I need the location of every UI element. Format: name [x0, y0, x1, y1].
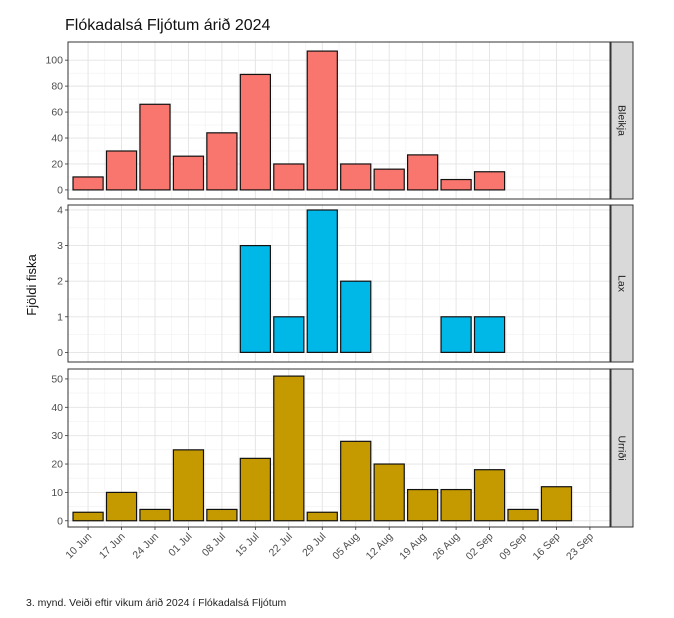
bar-lax-5: [239, 244, 272, 353]
facet-strip-label: Urriði: [616, 435, 628, 460]
y-tick-label: 1: [57, 311, 63, 323]
panel-border: [67, 41, 611, 200]
y-tick-label: 10: [51, 487, 63, 499]
facet-strip: [610, 41, 634, 200]
y-tick-label: 3: [57, 240, 63, 252]
x-tick-label: 24 Jun: [130, 531, 161, 562]
y-tick-label: 40: [51, 133, 63, 145]
bar-bleikja-0: [72, 176, 104, 191]
y-tick-label: 20: [51, 459, 63, 471]
y-tick-label: 40: [51, 402, 63, 414]
bar-urriði-9: [373, 463, 405, 522]
y-tick-label: 50: [51, 373, 63, 385]
bar-bleikja-6: [273, 163, 305, 191]
bar-bleikja-9: [373, 168, 405, 191]
bar-bleikja-12: [473, 171, 506, 191]
x-tick-label: 16 Sep: [531, 531, 563, 563]
bar-lax-7: [306, 209, 338, 353]
bar-urriði-5: [239, 457, 272, 522]
panel-0: 0 20 40 60 80 100 Bleikja: [45, 41, 634, 200]
bar-urriði-1: [105, 491, 138, 522]
x-tick-label: 09 Sep: [497, 531, 529, 563]
bar-urriði-3: [172, 449, 205, 522]
facet-strip-label: Bleikja: [616, 105, 628, 136]
figure-caption: 3. mynd. Veiði eftir vikum árið 2024 í F…: [26, 597, 287, 609]
y-tick-label: 100: [45, 55, 63, 67]
bar-lax-12: [473, 316, 506, 353]
bar-bleikja-2: [139, 103, 171, 191]
y-tick-label: 60: [51, 107, 63, 119]
bar-bleikja-5: [239, 73, 272, 191]
panel-2: 0 10 20 30 40 50 Urriði: [51, 368, 634, 528]
panel-border: [67, 204, 611, 363]
bar-urriði-10: [406, 488, 439, 522]
bar-urriði-11: [440, 488, 472, 522]
bar-lax-6: [273, 316, 305, 353]
faceted-bar-chart: Flókadalsá Fljótum árið 2024 Fjöldi fisk…: [24, 17, 634, 563]
bar-urriði-4: [206, 508, 238, 522]
bar-bleikja-1: [105, 150, 138, 191]
x-tick-label: 12 Aug: [364, 531, 396, 563]
chart-title: Flókadalsá Fljótum árið 2024: [65, 17, 271, 34]
bar-lax-8: [340, 280, 372, 353]
y-tick-label: 2: [57, 276, 63, 288]
facet-strip: [610, 368, 634, 528]
bar-urriði-12: [473, 469, 506, 522]
y-tick-label: 0: [57, 515, 63, 527]
bar-bleikja-4: [206, 132, 238, 191]
y-tick-label: 30: [51, 430, 63, 442]
bar-bleikja-3: [172, 155, 205, 191]
bar-urriði-7: [306, 511, 338, 522]
x-tick-label: 19 Aug: [397, 531, 429, 563]
y-tick-label: 4: [57, 204, 63, 216]
bar-urriði-0: [72, 511, 104, 522]
x-tick-label: 22 Jul: [267, 531, 295, 559]
bar-bleikja-8: [340, 163, 372, 191]
bar-urriði-2: [139, 508, 171, 522]
bar-urriði-8: [340, 440, 372, 522]
y-tick-label: 80: [51, 81, 63, 93]
x-tick-label: 05 Aug: [330, 531, 362, 563]
y-tick-label: 0: [57, 184, 63, 196]
bar-urriði-13: [507, 508, 539, 522]
x-tick-label: 26 Aug: [431, 531, 463, 563]
x-tick-label: 08 Jul: [200, 531, 228, 559]
facet-strip: [610, 204, 634, 363]
bar-urriði-14: [540, 486, 573, 522]
y-tick-label: 20: [51, 158, 63, 170]
bar-bleikja-11: [440, 178, 472, 191]
x-tick-label: 10 Jun: [63, 531, 94, 562]
bar-lax-11: [440, 316, 472, 353]
x-tick-label: 15 Jul: [233, 531, 261, 559]
y-axis-label: Fjöldi fiska: [24, 254, 39, 316]
bar-bleikja-10: [406, 154, 439, 191]
panels-layer: 0 20 40 60 80 100 Bleikja 0 1 2 3 4 Lax 0 10 20 30 40 50 Ur…: [45, 41, 634, 528]
panel-border: [67, 368, 611, 528]
bar-bleikja-7: [306, 50, 338, 191]
x-tick-label: 23 Sep: [564, 531, 596, 563]
x-tick-label: 17 Jun: [97, 531, 128, 562]
panel-1: 0 1 2 3 4 Lax: [57, 204, 634, 363]
x-tick-label: 01 Jul: [166, 531, 194, 559]
y-tick-label: 0: [57, 347, 63, 359]
x-tick-label: 29 Jul: [300, 531, 328, 559]
x-axis: 10 Jun 17 Jun 24 Jun 01 Jul 08 Jul 15 Jul 22 J…: [63, 527, 596, 563]
x-tick-label: 02 Sep: [464, 531, 496, 563]
bar-urriði-6: [273, 375, 305, 522]
facet-strip-label: Lax: [616, 275, 628, 293]
